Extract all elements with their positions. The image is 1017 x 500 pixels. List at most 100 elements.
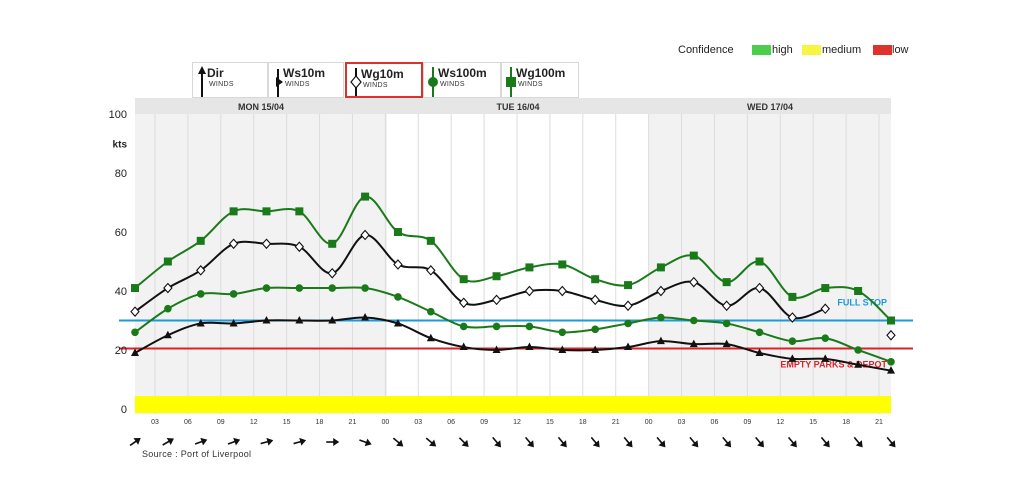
point-ws10m	[361, 313, 370, 321]
y-tick-label: 80	[115, 168, 127, 180]
arrow-direction-icon	[293, 437, 307, 446]
arrow-direction-icon	[787, 436, 797, 448]
arrow-up-icon	[198, 66, 206, 97]
point-wg10m	[163, 282, 173, 294]
hour-tick-label: 12	[250, 419, 258, 426]
legend-tab-ws10m-subtitle: WINDS	[285, 81, 310, 88]
y-tick-label: 40	[115, 286, 127, 298]
point-wg100m	[755, 257, 764, 266]
legend-tab-wg10m[interactable]: Wg10m WINDS	[345, 62, 423, 98]
legend-tab-ws10m-title: Ws10m	[283, 66, 326, 80]
legend-tab-wg100m-subtitle: WINDS	[518, 81, 543, 88]
point-wg10m	[820, 303, 830, 315]
arrow-head	[559, 440, 567, 448]
arrow-head	[592, 440, 600, 448]
arrow-head	[625, 440, 633, 448]
arrow-head	[200, 437, 208, 446]
arrow-direction-icon	[425, 437, 437, 447]
hour-tick-label: 09	[217, 419, 225, 426]
point-wg100m	[229, 207, 238, 216]
point-ws10m	[722, 339, 731, 348]
legend-tab-ws100m[interactable]: Ws100m WINDS	[423, 62, 501, 98]
point-ws10m	[295, 316, 304, 324]
y-tick-label: 0	[121, 404, 127, 416]
legend-tab-dir[interactable]: Dir WINDS	[192, 62, 268, 98]
legend-tab-wg100m-title: Wg100m	[516, 66, 566, 80]
point-wg100m	[361, 192, 370, 201]
hour-tick-label: 06	[184, 419, 192, 426]
hour-tick-label: 18	[316, 419, 324, 426]
hour-tick-label: 21	[612, 419, 620, 426]
point-wg100m	[295, 207, 304, 216]
point-wg100m	[689, 251, 698, 260]
day-label: TUE 16/04	[496, 102, 539, 112]
point-ws100m	[262, 284, 271, 292]
legend-tab-wg100m[interactable]: Wg100m WINDS	[501, 62, 579, 98]
point-ws100m	[887, 358, 895, 366]
y-axis-label: kts	[113, 140, 128, 151]
hour-tick-label: 15	[546, 419, 554, 426]
point-ws10m	[393, 318, 402, 327]
point-wg10m	[426, 265, 436, 276]
point-wg100m	[722, 278, 731, 287]
confidence-label: Confidence	[678, 44, 734, 56]
legend-tab-ws100m-subtitle: WINDS	[440, 81, 465, 88]
arrow-head	[494, 440, 502, 448]
point-wg10m	[623, 300, 633, 312]
point-ws10m	[656, 336, 665, 345]
hour-tick-label: 12	[513, 419, 521, 426]
point-ws10m	[131, 348, 139, 356]
point-ws100m	[394, 293, 402, 301]
hour-tick-label: 03	[151, 419, 159, 426]
point-ws100m	[131, 328, 139, 337]
arrow-head	[461, 439, 469, 447]
point-wg10m	[261, 238, 272, 250]
day-background	[387, 98, 649, 414]
point-wg10m	[360, 229, 370, 241]
point-ws100m	[196, 290, 205, 298]
threshold-label-empty-parks: EMPTY PARKS & DEPOT	[780, 360, 887, 370]
legend-tab-ws10m[interactable]: Ws10m WINDS	[268, 62, 344, 98]
point-wg100m	[262, 207, 271, 216]
point-ws100m	[459, 322, 468, 331]
point-ws100m	[788, 337, 797, 345]
point-ws10m	[854, 360, 863, 368]
confidence-high-label: high	[772, 44, 793, 56]
point-ws10m	[558, 345, 567, 353]
arrow-direction-icon	[359, 438, 372, 447]
point-wg10m	[491, 294, 502, 306]
hour-tick-label: 00	[645, 419, 653, 426]
point-ws10m	[755, 348, 764, 356]
point-wg100m	[591, 275, 600, 284]
point-ws10m	[229, 318, 238, 327]
arrow-head	[233, 437, 241, 446]
point-wg10m	[787, 312, 798, 323]
arrow-head	[166, 438, 174, 445]
arrow-direction-icon	[524, 436, 534, 448]
arrow-direction-icon	[492, 436, 502, 448]
point-ws10m	[163, 330, 172, 339]
confidence-high-swatch	[752, 45, 771, 55]
black-diamond-marker-icon	[350, 68, 362, 96]
hour-tick-label: 18	[579, 419, 587, 426]
point-ws100m	[492, 322, 501, 331]
point-ws10m	[426, 333, 435, 342]
point-wg100m	[788, 292, 797, 301]
confidence-low-label: low	[892, 44, 909, 56]
point-wg10m	[228, 238, 239, 250]
threshold-label-full-stop: FULL STOP	[837, 298, 887, 308]
point-ws100m	[525, 322, 534, 331]
point-ws10m	[591, 345, 600, 353]
arrow-direction-icon	[557, 436, 567, 448]
arrow-head	[888, 440, 896, 448]
point-wg10m	[327, 267, 337, 279]
wind-direction-row	[129, 436, 896, 448]
arrow-head	[266, 437, 274, 446]
black-triangle-marker-icon	[276, 69, 283, 97]
point-ws10m	[459, 342, 468, 351]
point-ws100m	[229, 290, 238, 298]
point-wg100m	[163, 257, 172, 266]
arrow-head	[789, 440, 797, 448]
point-ws100m	[558, 328, 567, 337]
hour-tick-label: 03	[414, 419, 422, 426]
